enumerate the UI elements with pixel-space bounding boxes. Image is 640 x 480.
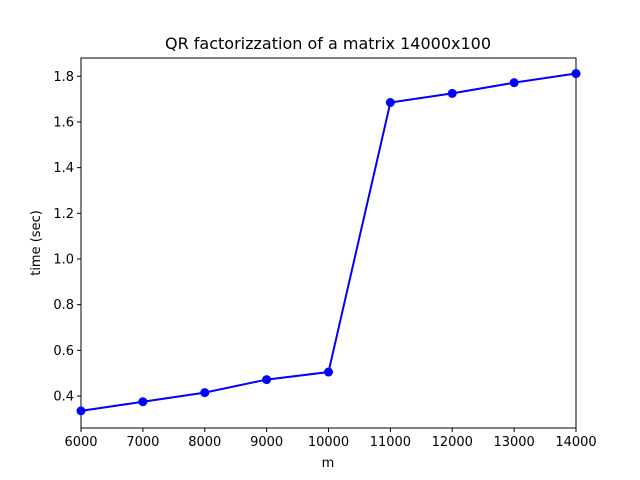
x-tick-label: 11000 <box>370 435 411 450</box>
data-point <box>509 78 519 88</box>
y-tick-label: 1.8 <box>53 70 74 85</box>
x-tick-label: 8000 <box>188 435 221 450</box>
y-tick-label: 0.8 <box>53 298 74 313</box>
y-tick-label: 0.4 <box>53 390 74 405</box>
y-tick-label: 1.2 <box>53 207 74 222</box>
x-axis: 6000 7000 8000 9000 10000 11000 12000 13000 1400… <box>64 428 597 450</box>
series-group <box>76 69 581 416</box>
data-point <box>324 367 333 377</box>
series-line <box>80 72 577 412</box>
data-point <box>138 397 148 407</box>
x-tick-label: 14000 <box>555 435 596 450</box>
data-point <box>385 98 395 108</box>
data-point <box>76 406 86 416</box>
data-point <box>262 375 272 385</box>
x-tick-label: 13000 <box>493 435 534 450</box>
y-axis-label: time (sec) <box>29 210 44 276</box>
y-tick-label: 1.6 <box>53 115 74 130</box>
x-tick-label: 12000 <box>432 435 473 450</box>
chart-title: QR factorizzation of a matrix 14000x100 <box>165 34 491 53</box>
y-axis: 0.4 0.6 0.8 1.0 1.2 1.4 1.6 1.8 <box>53 70 81 405</box>
x-tick-label: 7000 <box>126 435 159 450</box>
x-axis-label: m <box>322 456 335 471</box>
x-tick-label: 9000 <box>250 435 283 450</box>
data-point <box>571 69 581 79</box>
y-tick-label: 0.6 <box>53 344 74 359</box>
x-tick-label: 6000 <box>64 435 97 450</box>
y-tick-label: 1.4 <box>53 161 74 176</box>
y-tick-label: 1.0 <box>53 252 74 267</box>
data-point <box>200 388 210 398</box>
x-tick-label: 10000 <box>308 435 349 450</box>
data-point <box>447 88 457 98</box>
